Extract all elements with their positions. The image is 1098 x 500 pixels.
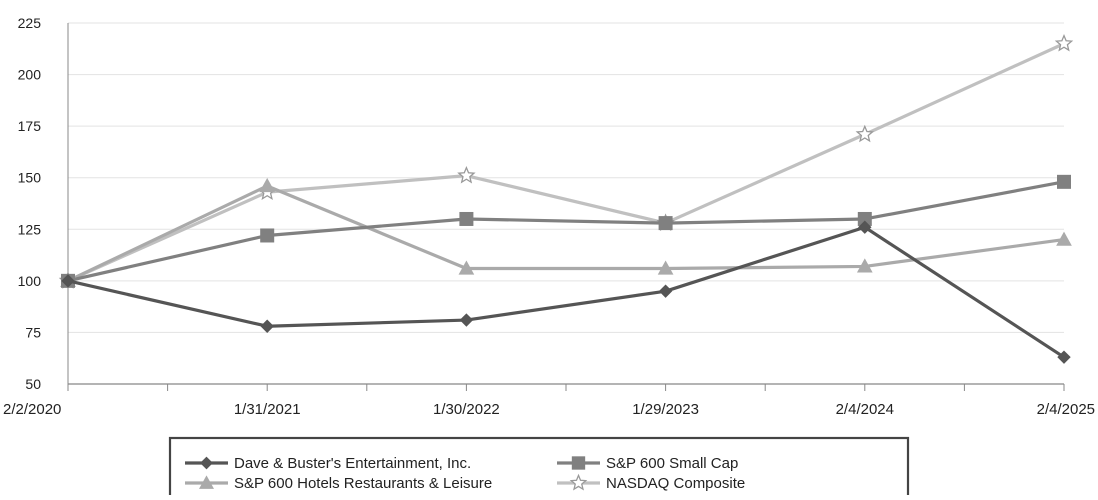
triangle-marker [657, 260, 674, 275]
series-1 [61, 174, 1071, 288]
legend-item: S&P 600 Hotels Restaurants & Leisure [185, 475, 492, 492]
y-tick-label: 150 [18, 170, 42, 186]
gridlines [68, 22, 1064, 333]
legend-label: S&P 600 Small Cap [606, 455, 738, 472]
triangle-marker [856, 258, 873, 273]
square-marker [459, 211, 474, 226]
legend-item: NASDAQ Composite [557, 473, 745, 492]
triangle-marker [458, 260, 475, 275]
diamond-marker [200, 456, 213, 470]
x-tick-label: 2/4/2025 [1037, 401, 1095, 418]
x-tick-label: 1/29/2023 [632, 401, 699, 418]
square-marker [1057, 174, 1071, 189]
triangle-marker [1056, 231, 1072, 246]
axes: 50 75 100 125 150 175 200 225 2/2/2020 1/31/2021 1… [3, 15, 1095, 418]
diamond-marker [260, 319, 274, 333]
star-marker [1054, 33, 1074, 52]
y-tick-label: 225 [18, 15, 42, 31]
square-marker [658, 216, 673, 231]
x-tick-label: 1/31/2021 [234, 401, 301, 418]
series-0 [61, 220, 1071, 364]
series-2 [60, 177, 1072, 287]
y-tick-label: 100 [18, 273, 42, 289]
square-marker [260, 228, 275, 243]
diamond-marker [61, 274, 75, 288]
triangle-marker [259, 177, 276, 193]
y-tick-label: 200 [18, 67, 42, 83]
series-lines [58, 33, 1074, 364]
diamond-marker [459, 313, 474, 327]
star-marker [569, 473, 588, 491]
y-tick-label: 125 [18, 221, 42, 237]
series-line [67, 184, 1065, 283]
triangle-marker [199, 475, 214, 489]
square-marker [571, 456, 586, 470]
x-tick-label: 2/4/2024 [836, 401, 894, 418]
legend-label: Dave & Buster's Entertainment, Inc. [234, 455, 471, 472]
x-tick-label: 1/30/2022 [433, 401, 500, 418]
legend-item: S&P 600 Small Cap [557, 455, 738, 472]
legend-label: NASDAQ Composite [606, 475, 745, 492]
series-line [67, 42, 1065, 283]
series-line [67, 225, 1065, 359]
legend-box [168, 436, 910, 500]
star-marker [855, 124, 875, 143]
legend: Dave & Buster's Entertainment, Inc. S&P 6… [168, 436, 910, 500]
y-tick-label: 50 [25, 376, 41, 392]
y-tick-label: 175 [18, 118, 42, 134]
diamond-marker [658, 284, 673, 298]
x-tick-label: 2/2/2020 [3, 401, 61, 418]
diamond-marker [1057, 350, 1071, 364]
legend-label: S&P 600 Hotels Restaurants & Leisure [234, 475, 492, 492]
star-marker [457, 165, 476, 184]
y-tick-label: 75 [25, 324, 41, 340]
legend-item: Dave & Buster's Entertainment, Inc. [185, 455, 471, 472]
diamond-marker [858, 220, 872, 234]
series-line [67, 180, 1065, 283]
